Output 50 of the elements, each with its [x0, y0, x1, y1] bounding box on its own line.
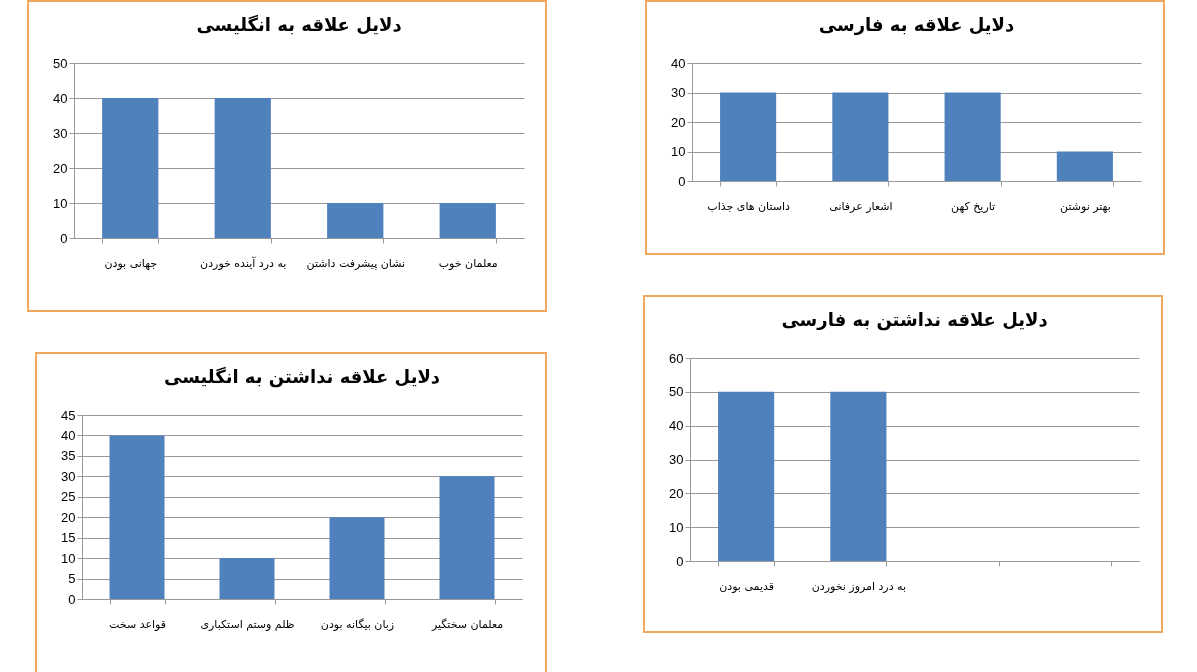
- x-tick-label: زبان بیگانه بودن: [320, 617, 395, 631]
- bar: [109, 435, 165, 599]
- bar: [439, 476, 495, 599]
- x-tick-label: به درد امروز نخوردن: [811, 579, 907, 593]
- x-tick-label: قدیمی بودن: [719, 579, 775, 593]
- y-tick-label: 50: [669, 384, 684, 400]
- x-tick-label: جهانی بودن: [104, 256, 158, 270]
- y-tick-label: 30: [669, 452, 684, 467]
- x-tick-label: تاریخ کهن: [951, 199, 996, 213]
- x-tick-label: اشعار عرفانی: [829, 199, 893, 213]
- x-tick-label: نشان پیشرفت داشتن: [306, 256, 405, 270]
- y-tick-label: 0: [676, 553, 684, 569]
- y-tick-label: 10: [61, 550, 76, 566]
- y-tick-label: 30: [61, 468, 76, 484]
- y-tick-label: 15: [61, 530, 76, 546]
- chart-title: دلایل علاقه نداشتن به انگلیسی: [163, 366, 441, 388]
- x-tick-label: به درد آینده خوردن: [200, 255, 287, 270]
- y-tick-label: 20: [53, 160, 68, 176]
- y-tick-label: 0: [678, 173, 686, 189]
- bar: [329, 517, 385, 599]
- y-tick-label: 60: [669, 350, 684, 366]
- x-tick-label: ظلم وستم استکباری: [200, 617, 295, 631]
- y-tick-label: 40: [671, 55, 686, 71]
- y-tick-label: 40: [53, 90, 68, 106]
- x-tick-label: بهتر نوشتن: [1060, 199, 1111, 213]
- y-tick-label: 20: [671, 114, 686, 130]
- y-tick-label: 45: [61, 407, 76, 423]
- chart-title: دلایل علاقه به فارسی: [818, 14, 1015, 35]
- y-tick-label: 25: [61, 489, 76, 505]
- chart-title: دلایل علاقه نداشتن به فارسی: [781, 309, 1048, 331]
- y-tick-label: 30: [53, 125, 68, 141]
- y-tick-label: 40: [669, 418, 684, 434]
- y-tick-label: 50: [53, 55, 68, 71]
- y-tick-label: 30: [671, 85, 686, 100]
- x-tick-label: قواعد سخت: [109, 617, 166, 631]
- y-tick-label: 10: [53, 195, 68, 211]
- y-tick-label: 0: [60, 230, 68, 246]
- y-tick-label: 0: [68, 591, 76, 607]
- y-tick-label: 10: [669, 519, 684, 535]
- bar: [219, 558, 275, 599]
- y-tick-label: 40: [61, 427, 76, 443]
- y-tick-label: 10: [671, 144, 686, 159]
- y-tick-label: 20: [61, 509, 76, 525]
- x-tick-label: معلمان سختگیر: [430, 617, 504, 631]
- x-tick-label: معلمان خوب: [438, 256, 498, 270]
- y-tick-label: 20: [669, 485, 684, 501]
- y-tick-label: 5: [68, 571, 76, 587]
- y-tick-label: 35: [61, 448, 76, 464]
- x-tick-label: داستان های جذاب: [707, 199, 791, 213]
- chart-title: دلایل علاقه به انگلیسی: [196, 14, 402, 35]
